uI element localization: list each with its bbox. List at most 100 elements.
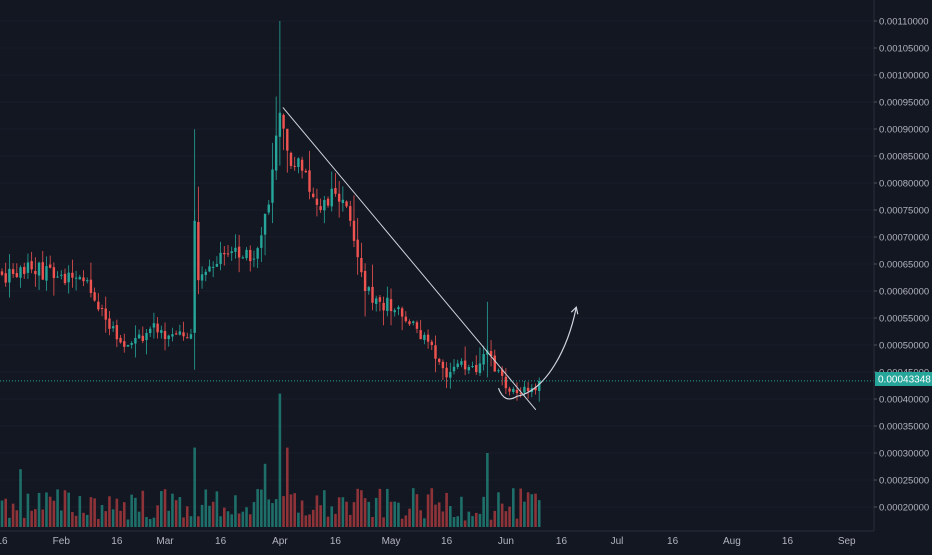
candle-body <box>52 267 56 278</box>
volume-bar <box>26 493 30 527</box>
last-price-badge <box>875 372 932 386</box>
candle <box>452 359 456 375</box>
volume-bar <box>519 488 522 527</box>
candle <box>86 277 89 284</box>
candle <box>223 246 226 266</box>
candles <box>0 21 541 402</box>
candle-body <box>174 333 178 335</box>
volume-bar <box>282 496 285 527</box>
drawings[interactable] <box>282 107 579 411</box>
volume-bar <box>489 519 493 527</box>
volume-bar <box>474 512 478 527</box>
volume-bar <box>471 516 474 527</box>
volume-bar <box>315 495 319 527</box>
candle <box>426 329 430 349</box>
candle <box>245 247 248 261</box>
volume-bar <box>389 501 393 527</box>
candle <box>178 324 182 336</box>
price-axis-ticks[interactable]: 0.00110000 0.00105000 0.00100000 0.00095000… <box>874 17 929 514</box>
volume-bar <box>8 517 11 527</box>
volume-bar <box>411 488 415 527</box>
candle <box>204 268 207 282</box>
volume-bar <box>449 506 452 527</box>
candle-body <box>534 387 537 391</box>
candle-body <box>308 170 311 192</box>
volume-bar <box>460 496 463 527</box>
candle <box>363 263 367 317</box>
volume-bar <box>185 506 189 527</box>
time-tick-label: Mar <box>156 536 174 547</box>
candle-body <box>412 321 415 323</box>
volume-bar <box>397 502 400 527</box>
volume-bar <box>74 515 78 527</box>
volume-bar <box>145 516 148 527</box>
price-tick-label: 0.00095000 <box>879 98 929 109</box>
candle <box>252 250 256 268</box>
candle <box>256 246 259 268</box>
volume-bar <box>289 494 293 527</box>
volume-bar <box>478 513 482 527</box>
trendline-drawing[interactable] <box>282 107 537 411</box>
projection-arc-drawing[interactable] <box>497 307 577 400</box>
volume-bar <box>326 516 330 527</box>
time-tick-label: 16 <box>667 536 679 547</box>
volume-bar <box>122 502 126 527</box>
candle-body <box>463 360 467 370</box>
candle <box>460 358 463 368</box>
candle <box>445 362 448 389</box>
volume-bar <box>219 516 222 527</box>
volume-bar <box>260 489 263 527</box>
candle <box>130 341 133 349</box>
candle-body <box>130 343 133 345</box>
candle-body <box>86 280 89 282</box>
candle <box>315 188 319 217</box>
candle <box>534 383 537 395</box>
candle <box>219 241 222 271</box>
candle-body <box>215 264 219 267</box>
candle-body <box>71 272 74 278</box>
volume-bar <box>434 504 437 527</box>
candle-body <box>34 270 37 275</box>
volume-bar <box>334 513 337 527</box>
time-axis-ticks[interactable]: 16 Feb 16 Mar 16 Apr 16 May 16 Jun 16 Jul 16 Aug 16 Sep <box>0 536 856 547</box>
volume-bar <box>323 490 326 527</box>
candle-body <box>211 266 215 268</box>
volume-bar <box>493 510 497 527</box>
volume-bar <box>230 514 234 527</box>
time-axis-background <box>0 531 932 550</box>
volume-bar <box>285 447 289 527</box>
candle-body <box>145 333 148 341</box>
candle <box>45 256 48 291</box>
price-tick-label: 0.00080000 <box>879 179 929 190</box>
candle-body <box>538 380 541 392</box>
volume-bar <box>378 488 382 527</box>
volume-bar <box>78 496 82 527</box>
candle-body <box>126 345 130 347</box>
volume-bar <box>97 518 100 527</box>
candle-body <box>171 334 174 337</box>
price-axis-background <box>874 0 932 550</box>
volume-bar <box>93 498 96 527</box>
volume-bar <box>52 500 56 527</box>
candle <box>415 320 419 334</box>
candle <box>182 321 185 341</box>
volume-bar <box>41 509 45 527</box>
candle-body <box>312 193 315 198</box>
volume-bar <box>363 498 367 527</box>
volume-bar <box>141 490 145 527</box>
candle <box>0 268 4 277</box>
candle-body <box>419 330 422 340</box>
volume-bar <box>178 497 182 527</box>
candle <box>208 259 211 273</box>
candle-body <box>223 252 226 255</box>
volume-bar <box>267 499 271 527</box>
volume-bar <box>537 500 541 527</box>
candle-body <box>512 388 515 392</box>
candle <box>478 347 482 377</box>
candle-body <box>263 213 267 235</box>
volume-bar <box>356 488 359 527</box>
candle-body <box>37 262 41 276</box>
price-tick-label: 0.00020000 <box>879 503 929 514</box>
